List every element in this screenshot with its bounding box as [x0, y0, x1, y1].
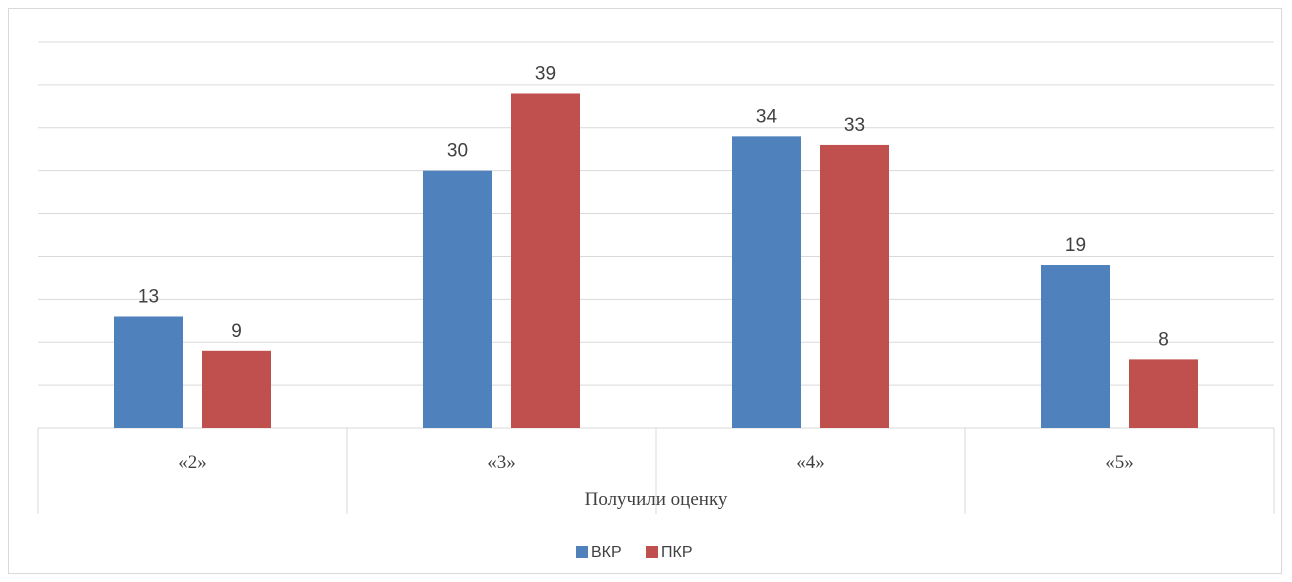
bar — [1041, 265, 1110, 428]
data-label: 30 — [447, 141, 468, 162]
legend-swatch — [576, 546, 588, 558]
category-label: «3» — [487, 452, 516, 473]
bar — [820, 144, 889, 428]
bar — [114, 316, 183, 428]
data-label: 8 — [1158, 329, 1169, 350]
legend-label: ВКР — [591, 544, 622, 561]
x-axis-title: Получили оценку — [585, 489, 728, 510]
bar — [511, 93, 580, 428]
data-label: 19 — [1065, 235, 1086, 256]
bar — [732, 136, 801, 428]
bar — [1129, 359, 1198, 428]
legend-swatch — [646, 546, 658, 558]
bar — [202, 350, 271, 428]
legend-label: ПКР — [661, 544, 693, 561]
data-label: 13 — [138, 286, 159, 307]
legend: ВКР ПКР — [576, 544, 693, 561]
data-label: 33 — [844, 115, 865, 136]
data-label: 9 — [231, 321, 242, 342]
category-label: «5» — [1105, 452, 1134, 473]
category-label: «4» — [796, 452, 825, 473]
bar — [423, 170, 492, 428]
category-label: «2» — [178, 452, 207, 473]
bars — [114, 93, 1198, 428]
category-labels: «2» «3» «4» «5» — [178, 452, 1134, 473]
data-labels: 13 9 30 39 34 33 19 8 — [138, 63, 1169, 350]
data-label: 39 — [535, 63, 556, 84]
data-label: 34 — [756, 106, 778, 127]
